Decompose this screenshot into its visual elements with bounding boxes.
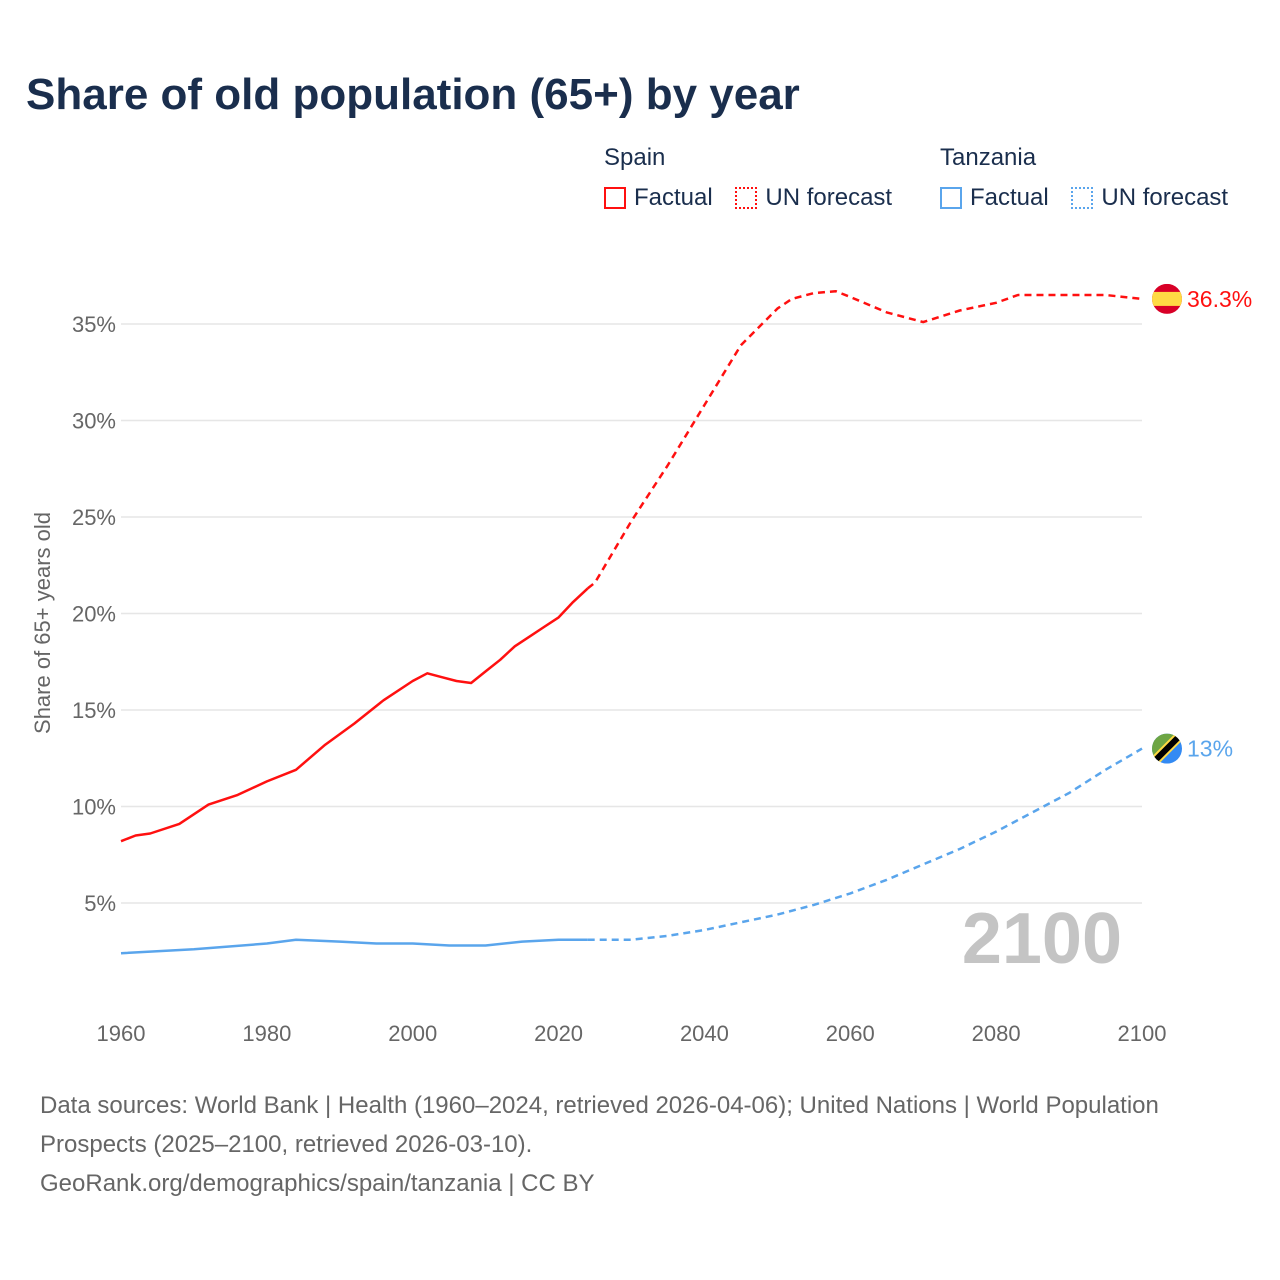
series-line-spain-un-forecast: [586, 289, 1143, 590]
legend-spain: Spain Factual UN forecast: [604, 144, 908, 216]
legend-item-forecast[interactable]: UN forecast: [1071, 184, 1228, 212]
dotted-swatch-icon: [1071, 187, 1094, 209]
series-line-spain-factual: [120, 587, 589, 843]
tanzania-flag-icon: [1152, 733, 1182, 764]
y-axis-label: Share of 65+ years old: [30, 512, 55, 734]
x-tick-label: 2060: [826, 1021, 875, 1046]
y-tick-label: 20%: [72, 602, 116, 627]
x-tick-label: 1960: [97, 1021, 146, 1046]
y-tick-label: 5%: [84, 891, 116, 916]
end-value-label: 36.3%: [1187, 286, 1252, 312]
data-sources: Data sources: World Bank | Health (1960–…: [40, 1092, 1159, 1158]
spain-flag-icon: [1152, 283, 1182, 314]
dotted-swatch-icon: [735, 187, 758, 209]
legend-country: Spain: [604, 144, 666, 171]
legend-tanzania: Tanzania Factual UN forecast: [940, 144, 1244, 216]
x-tick-label: 2100: [1118, 1021, 1167, 1046]
x-tick-label: 2000: [388, 1021, 437, 1046]
y-tick-label: 15%: [72, 698, 116, 723]
y-tick-label: 25%: [72, 505, 116, 530]
legend-label: UN forecast: [765, 184, 893, 211]
legend-label: UN forecast: [1101, 184, 1229, 211]
y-tick-label: 10%: [72, 795, 116, 820]
legend-label: Factual: [634, 184, 713, 211]
legend-label: Factual: [970, 184, 1049, 211]
credit-link[interactable]: GeoRank.org/demographics/spain/tanzania …: [40, 1170, 595, 1197]
legend-item-forecast[interactable]: UN forecast: [735, 184, 892, 212]
legend-item-factual[interactable]: Factual: [604, 184, 713, 212]
x-tick-label: 1980: [242, 1021, 291, 1046]
series-line-tanzania-factual: [120, 938, 588, 955]
x-tick-label: 2040: [680, 1021, 729, 1046]
series-line-tanzania-un-forecast: [587, 747, 1143, 941]
solid-swatch-icon: [604, 187, 626, 209]
legend-item-factual[interactable]: Factual: [940, 184, 1049, 212]
chart-title: Share of old population (65+) by year: [26, 70, 800, 119]
footer: Data sources: World Bank | Health (1960–…: [40, 1086, 1180, 1203]
solid-swatch-icon: [940, 187, 962, 209]
y-tick-label: 30%: [72, 409, 116, 434]
x-tick-label: 2020: [534, 1021, 583, 1046]
year-watermark: 2100: [962, 899, 1122, 979]
legend-country: Tanzania: [940, 144, 1037, 171]
y-tick-label: 35%: [72, 312, 116, 337]
end-value-label: 13%: [1187, 736, 1233, 762]
x-tick-label: 2080: [972, 1021, 1021, 1046]
